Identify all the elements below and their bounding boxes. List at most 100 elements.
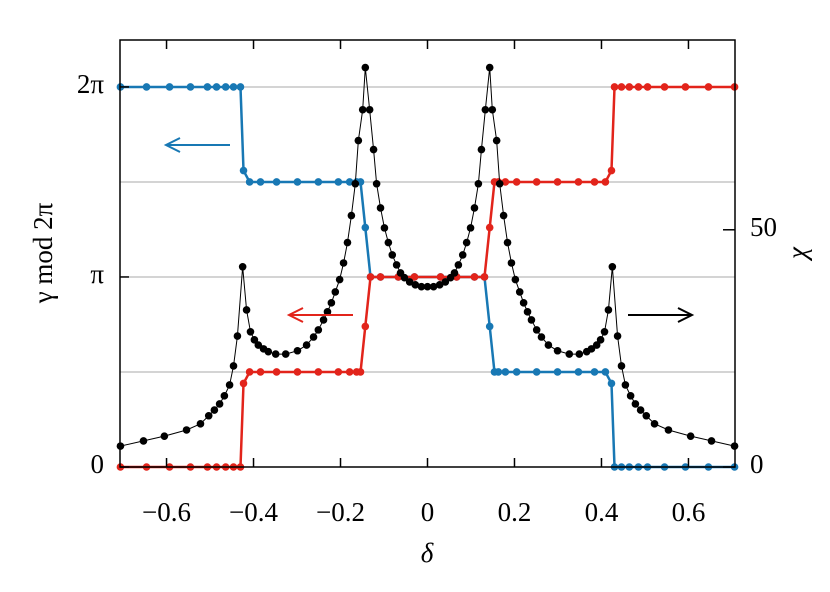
point: [229, 83, 238, 91]
point: [361, 63, 370, 72]
plot-frame: [119, 39, 736, 468]
point: [488, 105, 497, 114]
point: [601, 178, 610, 186]
point: [610, 83, 619, 91]
point: [523, 308, 532, 316]
point: [376, 273, 385, 281]
arrows: [163, 137, 695, 323]
point: [242, 306, 251, 314]
point: [613, 332, 622, 340]
arrow: [163, 137, 230, 153]
y-axis-label: γ mod 2π: [28, 202, 58, 304]
y-tick-label: π: [90, 259, 104, 289]
point: [626, 392, 635, 400]
point: [376, 204, 385, 212]
point: [361, 322, 370, 331]
point: [334, 368, 343, 376]
point: [574, 368, 583, 376]
point: [704, 83, 713, 91]
point: [225, 381, 234, 389]
point: [435, 281, 444, 289]
point: [625, 83, 634, 91]
point: [160, 432, 169, 440]
point: [600, 327, 609, 336]
point: [537, 333, 546, 341]
y2-axis-label: χ: [782, 246, 812, 262]
point: [165, 83, 174, 91]
point: [436, 273, 445, 281]
point: [319, 316, 328, 324]
point: [246, 327, 255, 336]
point: [423, 282, 432, 291]
point: [239, 166, 248, 175]
point: [681, 83, 690, 91]
point: [293, 346, 302, 355]
point: [405, 278, 414, 286]
point: [384, 238, 393, 247]
point: [643, 83, 652, 91]
point: [590, 368, 599, 376]
point: [361, 223, 370, 232]
point: [507, 259, 516, 267]
arrow: [286, 307, 353, 323]
point: [642, 411, 651, 420]
point: [339, 259, 348, 267]
point: [182, 426, 191, 434]
point: [501, 368, 510, 376]
point: [314, 326, 323, 334]
point: [575, 350, 584, 358]
point: [458, 251, 467, 259]
x-tick-label: −0.2: [316, 497, 365, 527]
point: [210, 406, 219, 414]
point: [565, 350, 574, 358]
point: [470, 273, 479, 281]
point: [203, 83, 212, 91]
point: [664, 426, 673, 434]
marks: [116, 63, 739, 471]
point: [485, 223, 494, 232]
point: [365, 105, 374, 114]
point: [323, 308, 332, 316]
point: [347, 211, 356, 220]
grid: [120, 86, 735, 373]
point: [512, 178, 521, 186]
point: [587, 345, 596, 353]
point: [607, 379, 616, 388]
point: [245, 368, 254, 376]
series-line: [120, 67, 735, 447]
point: [553, 178, 562, 186]
point: [607, 166, 616, 175]
point: [254, 341, 263, 349]
point: [519, 299, 528, 307]
point: [293, 178, 302, 186]
point: [233, 332, 242, 340]
point: [532, 178, 541, 186]
point: [351, 179, 360, 188]
point: [650, 420, 659, 428]
point: [553, 368, 562, 376]
point: [450, 269, 459, 277]
point: [314, 368, 323, 376]
point: [634, 83, 643, 91]
point: [400, 273, 409, 282]
y2-tick-label: 0: [750, 449, 764, 479]
point: [215, 400, 224, 408]
point: [617, 83, 626, 91]
point: [380, 224, 389, 232]
point: [281, 350, 290, 358]
point: [532, 368, 541, 376]
point: [345, 368, 354, 376]
point: [429, 282, 438, 291]
y2-tick-label: 50: [750, 212, 777, 242]
point: [245, 178, 254, 186]
y-tick-label: 2π: [77, 69, 105, 99]
point: [250, 336, 259, 344]
point: [527, 316, 536, 324]
point: [515, 288, 524, 296]
point: [499, 211, 508, 220]
point: [229, 362, 238, 370]
point: [331, 288, 340, 296]
point: [592, 341, 601, 349]
point: [621, 381, 630, 389]
point: [238, 262, 247, 271]
